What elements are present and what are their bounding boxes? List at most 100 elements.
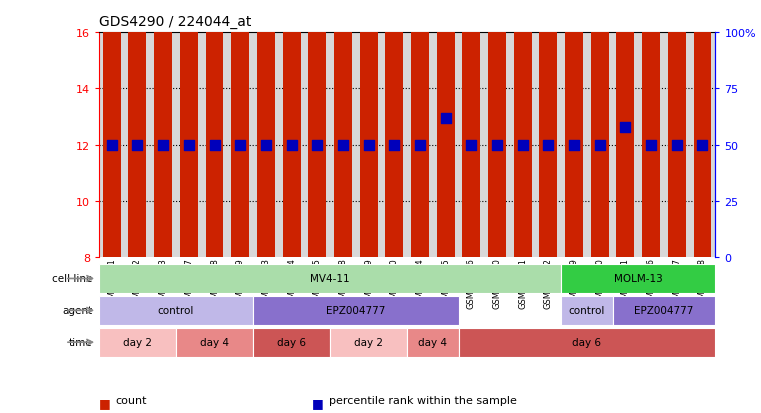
Text: day 4: day 4: [419, 337, 447, 347]
Bar: [125, 33, 151, 258]
Bar: [282, 5, 301, 258]
Bar: [330, 33, 356, 258]
Bar: [99, 296, 253, 325]
Bar: [253, 33, 279, 258]
Bar: [463, 0, 480, 258]
Bar: [562, 296, 613, 325]
Bar: [591, 2, 609, 258]
Point: [132, 142, 144, 149]
Bar: [176, 33, 202, 258]
Bar: [407, 33, 433, 258]
Point: [234, 142, 247, 149]
Text: ■: ■: [312, 396, 323, 409]
Bar: [514, 5, 532, 258]
Bar: [613, 296, 715, 325]
Point: [465, 142, 477, 149]
Point: [157, 142, 169, 149]
Bar: [616, 0, 635, 258]
Text: GSM739156: GSM739156: [466, 258, 476, 309]
Bar: [356, 33, 381, 258]
Text: cell line: cell line: [53, 274, 93, 284]
Bar: [360, 5, 377, 258]
Text: day 2: day 2: [354, 337, 383, 347]
Text: GSM739170: GSM739170: [595, 258, 604, 309]
Point: [594, 142, 606, 149]
Bar: [257, 5, 275, 258]
Text: day 2: day 2: [123, 337, 152, 347]
Text: GSM739158: GSM739158: [210, 258, 219, 309]
Text: GSM739154: GSM739154: [416, 258, 425, 309]
Bar: [228, 33, 253, 258]
Text: GSM739165: GSM739165: [313, 258, 322, 309]
Text: GSM739160: GSM739160: [492, 258, 501, 309]
Bar: [484, 33, 510, 258]
Text: agent: agent: [62, 306, 93, 316]
Text: GSM739157: GSM739157: [184, 258, 193, 309]
Text: GSM739169: GSM739169: [569, 258, 578, 309]
Bar: [437, 0, 454, 258]
Bar: [536, 33, 562, 258]
Bar: [176, 328, 253, 357]
Bar: [613, 33, 638, 258]
Point: [260, 142, 272, 149]
Bar: [99, 33, 125, 258]
Text: GSM739150: GSM739150: [390, 258, 399, 309]
Point: [362, 142, 374, 149]
Bar: [103, 4, 121, 258]
Text: GSM739148: GSM739148: [339, 258, 348, 309]
Bar: [407, 328, 458, 357]
Bar: [385, 5, 403, 258]
Text: GSM739171: GSM739171: [621, 258, 630, 309]
Text: EPZ004777: EPZ004777: [634, 306, 694, 316]
Text: GSM739168: GSM739168: [698, 258, 707, 309]
Point: [311, 142, 323, 149]
Text: control: control: [158, 306, 194, 316]
Point: [285, 142, 298, 149]
Bar: [540, 0, 557, 258]
Bar: [510, 33, 536, 258]
Point: [388, 142, 400, 149]
Text: GSM739159: GSM739159: [236, 258, 245, 309]
Point: [619, 124, 632, 131]
Text: GSM739167: GSM739167: [672, 258, 681, 309]
Text: GSM739162: GSM739162: [544, 258, 553, 309]
Text: GSM739155: GSM739155: [441, 258, 451, 309]
Bar: [99, 264, 562, 293]
Bar: [638, 33, 664, 258]
Text: EPZ004777: EPZ004777: [326, 306, 386, 316]
Text: MOLM-13: MOLM-13: [614, 274, 663, 284]
Bar: [253, 296, 458, 325]
Text: GSM739163: GSM739163: [261, 258, 270, 309]
Text: GDS4290 / 224044_at: GDS4290 / 224044_at: [99, 15, 251, 29]
Bar: [562, 264, 715, 293]
Bar: [458, 328, 715, 357]
Bar: [151, 33, 176, 258]
Text: time: time: [69, 337, 93, 347]
Bar: [330, 328, 407, 357]
Bar: [587, 33, 613, 258]
Bar: [668, 0, 686, 258]
Bar: [99, 328, 176, 357]
Bar: [253, 328, 330, 357]
Text: GSM739166: GSM739166: [647, 258, 656, 309]
Point: [337, 142, 349, 149]
Bar: [334, 15, 352, 258]
Bar: [693, 5, 712, 258]
Bar: [664, 33, 689, 258]
Text: MV4-11: MV4-11: [310, 274, 350, 284]
Point: [440, 115, 452, 122]
Point: [106, 142, 118, 149]
Text: ■: ■: [99, 396, 110, 409]
Point: [517, 142, 529, 149]
Bar: [411, 5, 429, 258]
Point: [696, 142, 708, 149]
Point: [670, 142, 683, 149]
Bar: [180, 5, 198, 258]
Point: [491, 142, 503, 149]
Bar: [202, 33, 228, 258]
Bar: [129, 5, 146, 258]
Bar: [381, 33, 407, 258]
Text: day 6: day 6: [277, 337, 306, 347]
Bar: [279, 33, 304, 258]
Text: GSM739153: GSM739153: [158, 258, 167, 309]
